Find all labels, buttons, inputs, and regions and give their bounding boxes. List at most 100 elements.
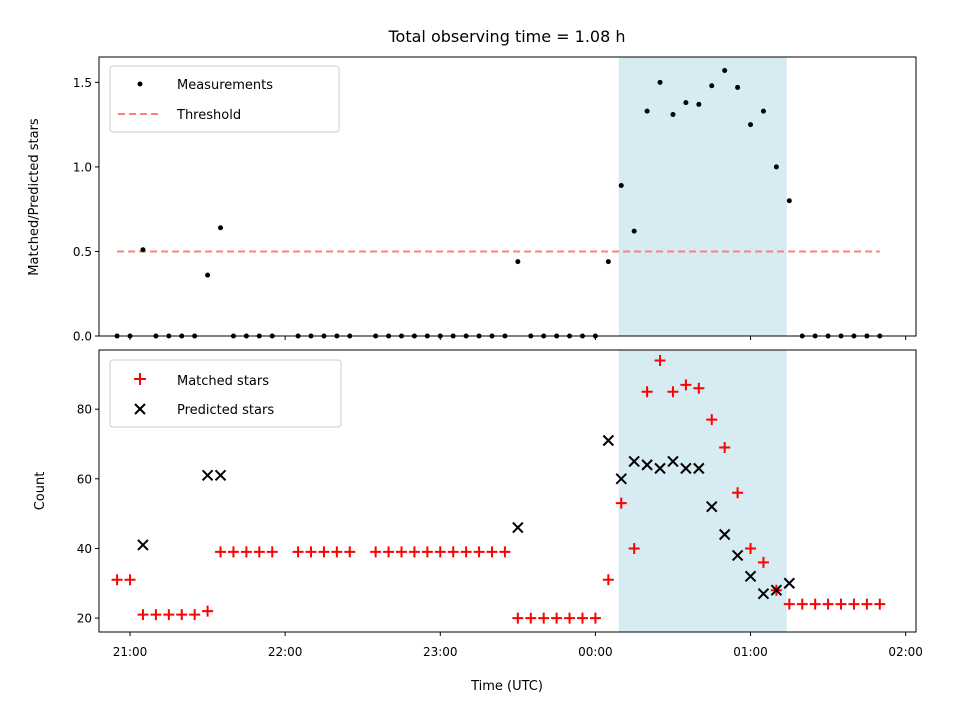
top-legend: Measurements Threshold [109,65,340,133]
matched-star-point [266,546,278,558]
matched-star-point [732,487,744,499]
predicted-star-point [512,521,524,534]
matched-star-point [693,382,705,394]
bottom-y-axis: 20 40 60 80 [77,403,99,626]
top-panel: 0.0 0.5 1.0 1.5 Matched/Predicted stars Mea… [27,56,917,344]
x-tick-label: 22:00 [268,645,303,659]
measurement-point [644,108,650,114]
measurement-point [657,79,663,85]
bottom-plot-frame [98,349,917,633]
matched-star-point [874,598,886,610]
predicted-star-point [770,584,783,596]
matched-star-point [163,609,175,621]
matched-star-point [848,598,860,610]
matched-star-point [745,542,757,554]
legend-measurements-label: Measurements [177,78,273,93]
bottom-y-tick-label: 60 [77,472,92,486]
matched-star-point [447,546,459,558]
matched-star-point [189,609,201,621]
predicted-star-point [693,462,705,475]
top-shaded-region [618,57,787,336]
measurement-points [114,68,883,339]
measurement-point [618,183,624,189]
predicted-star-point [201,469,214,482]
matched-star-point [589,612,601,624]
matched-star-point [822,598,834,610]
legend-matched-label: Matched stars [177,374,269,389]
matched-star-point [757,556,769,568]
matched-star-point [538,612,550,624]
predicted-star-point [680,462,692,475]
matched-star-point [615,497,627,509]
measurement-point [605,259,611,265]
matched-star-point [783,598,795,610]
matched-star-point [809,598,821,610]
predicted-star-point [602,434,615,447]
matched-star-point [253,546,265,558]
measurement-point [748,122,754,128]
predicted-star-point [731,549,744,562]
measurement-point [218,225,224,231]
top-y-axis: 0.0 0.5 1.0 1.5 [73,76,99,344]
matched-star-point [240,546,252,558]
bottom-y-tick-label: 20 [77,612,92,626]
matched-star-point [460,546,472,558]
top-plot-frame [98,56,917,337]
x-tick-label: 23:00 [423,645,458,659]
top-y-tick-label: 0.5 [73,245,92,259]
measurement-point [205,272,211,278]
predicted-star-point [214,469,227,482]
matched-star-point [486,546,498,558]
matched-star-point [344,546,356,558]
matched-star-point [861,598,873,610]
matched-star-point [111,574,123,586]
bottom-legend-box [109,359,342,428]
matched-star-point [551,612,563,624]
measurement-point [631,228,637,234]
matched-star-point [227,546,239,558]
matched-star-point [835,598,847,610]
matched-star-point [318,546,330,558]
measurement-point [786,198,792,204]
top-y-tick-label: 0.0 [73,330,92,344]
matched-star-point [499,546,511,558]
matched-star-point [576,612,588,624]
matched-star-point [667,386,679,398]
x-tick-label: 02:00 [888,645,923,659]
matched-star-point [706,414,718,426]
top-y-tick-label: 1.0 [73,160,92,174]
matched-star-point [680,379,692,391]
matched-star-point [383,546,395,558]
predicted-star-point [757,587,770,600]
x-tick-label: 21:00 [113,645,148,659]
matched-star-point [719,441,731,453]
matched-star-point [408,546,420,558]
matched-star-point [564,612,576,624]
measurement-point [760,108,766,114]
matched-star-point [292,546,304,558]
top-legend-box [109,65,340,133]
measurement-point [683,100,689,106]
legend-threshold-label: Threshold [176,108,241,123]
x-axis-label: Time (UTC) [470,679,543,694]
measurement-point [140,247,146,253]
matched-star-point [421,546,433,558]
measurement-point [515,259,521,265]
matched-star-point [176,609,188,621]
predicted-star-point [654,462,666,475]
matched-stars-points [111,354,886,624]
predicted-star-point [628,455,640,468]
legend-matched-marker [134,373,146,385]
legend-predicted-label: Predicted stars [177,403,274,418]
measurement-point [670,111,676,117]
measurement-point [735,84,741,90]
matched-star-point [215,546,227,558]
matched-star-point [137,609,149,621]
matched-star-point [525,612,537,624]
predicted-star-point [744,570,757,583]
bottom-y-axis-label: Count [33,472,48,511]
matched-star-point [124,574,136,586]
legend-predicted-marker [134,403,146,415]
measurement-point [773,164,779,170]
